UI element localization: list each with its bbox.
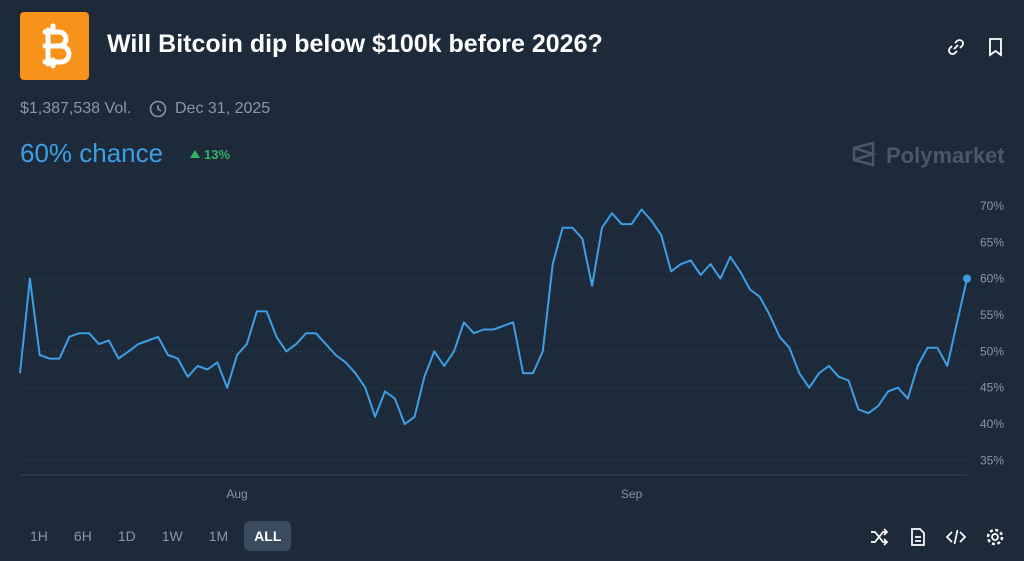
range-button[interactable]: 1H	[30, 528, 48, 544]
range-button[interactable]: 1D	[117, 528, 136, 544]
range-button[interactable]: 1M	[208, 528, 229, 544]
x-tick-label: Aug	[226, 487, 247, 501]
shuffle-button[interactable]	[869, 527, 889, 547]
bookmark-button[interactable]	[986, 37, 1006, 57]
embed-button[interactable]	[946, 527, 966, 547]
y-tick-label: 35%	[980, 453, 1004, 467]
up-arrow	[190, 150, 200, 158]
x-tick-label: Sep	[621, 487, 643, 501]
volume: $1,387,538 Vol.	[20, 100, 132, 117]
brand-logo	[852, 141, 877, 167]
range-buttons: 1H 6H 1D 1W 1M ALL	[20, 521, 292, 551]
last-point	[963, 274, 971, 283]
y-tick-label: 55%	[980, 308, 1004, 322]
link-button[interactable]	[946, 37, 966, 57]
range-button[interactable]: 6H	[73, 528, 92, 544]
settings-button[interactable]	[985, 527, 1005, 547]
y-tick-label: 50%	[980, 344, 1004, 358]
y-tick-label: 45%	[980, 381, 1004, 395]
range-button[interactable]: 1W	[161, 528, 183, 544]
range-button[interactable]: ALL	[244, 521, 292, 551]
clock-icon	[149, 100, 167, 118]
bitcoin-logo	[20, 12, 89, 80]
y-tick-label: 65%	[980, 235, 1004, 249]
y-tick-label: 70%	[980, 199, 1004, 213]
price-line	[19, 208, 968, 426]
brand: Polymarket	[886, 143, 1005, 168]
chance: 60% chance	[20, 138, 164, 168]
change: 13%	[204, 147, 231, 162]
y-tick-label: 40%	[980, 417, 1004, 431]
end-date: Dec 31, 2025	[175, 100, 271, 117]
market-title: Will Bitcoin dip below $100k before 2026…	[107, 30, 603, 58]
document-button[interactable]	[908, 527, 928, 547]
y-tick-label: 60%	[980, 272, 1004, 286]
